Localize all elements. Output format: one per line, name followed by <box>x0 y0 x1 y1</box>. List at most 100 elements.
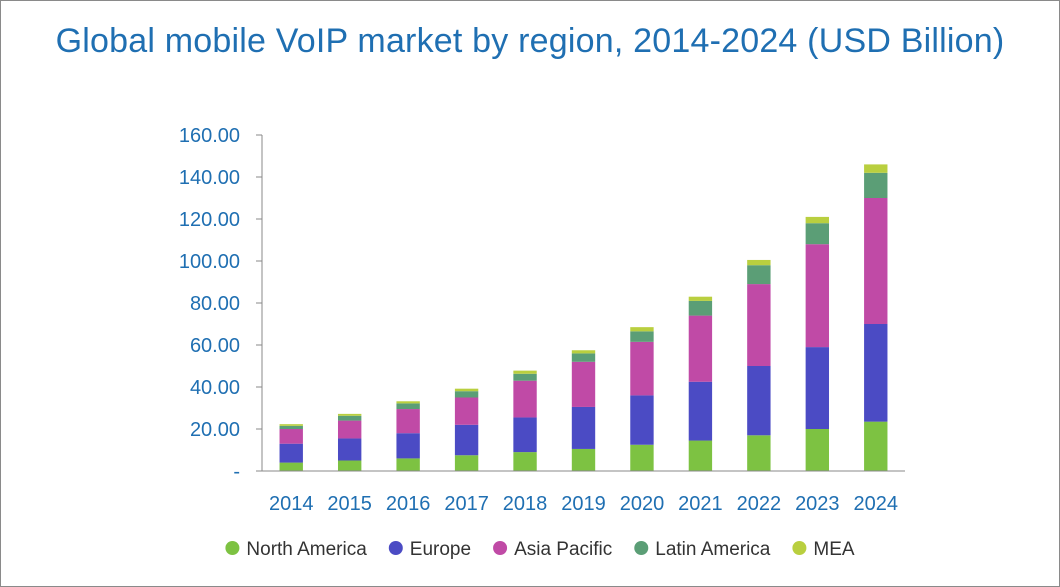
bar-segment-north-america <box>805 429 830 471</box>
bar-segment-europe <box>454 424 479 456</box>
legend-marker-latin-america <box>634 541 649 555</box>
bar-segment-north-america <box>279 462 303 471</box>
bar-segment-asia-pacific <box>630 341 654 396</box>
x-tick-label: 2021 <box>678 493 723 515</box>
x-tick-label: 2022 <box>737 493 782 515</box>
bar-segment-mea <box>513 370 537 374</box>
bar-segment-mea <box>571 350 596 354</box>
bar-segment-europe <box>688 381 713 441</box>
bar-segment-mea <box>279 424 303 426</box>
chart-title: Global mobile VoIP market by region, 201… <box>55 22 1005 60</box>
bar-segment-mea <box>747 259 771 266</box>
bar-stack-2015 <box>337 413 362 471</box>
legend-marker-north-america <box>225 541 240 555</box>
bar-segment-latin-america <box>688 300 713 316</box>
bar-stack-2018 <box>513 370 537 471</box>
bar-segment-asia-pacific <box>688 315 713 382</box>
legend-marker-mea <box>792 541 807 555</box>
bar-stack-2016 <box>396 401 420 471</box>
bar-stack-2017 <box>454 388 479 471</box>
legend-label-north-america: North America <box>246 539 367 560</box>
y-tick-label: 160.00 <box>179 125 240 147</box>
bar-segment-north-america <box>513 452 537 471</box>
bar-segment-europe <box>864 324 888 422</box>
x-tick-label: 2016 <box>386 493 431 515</box>
y-tick-label: 20.00 <box>190 419 240 441</box>
x-tick-label: 2014 <box>269 493 314 515</box>
bar-segment-europe <box>630 395 654 445</box>
legend-label-latin-america: Latin America <box>655 539 771 560</box>
bars <box>279 164 888 471</box>
bar-segment-north-america <box>630 444 654 471</box>
bar-segment-mea <box>454 388 479 392</box>
bar-segment-latin-america <box>864 172 888 198</box>
bar-segment-asia-pacific <box>805 244 830 348</box>
bar-stack-2022 <box>747 259 771 471</box>
bar-segment-latin-america <box>513 373 537 381</box>
x-tick-label: 2024 <box>854 493 899 515</box>
legend-marker-asia-pacific <box>493 541 508 555</box>
bar-segment-latin-america <box>571 353 596 362</box>
y-tick-label: 120.00 <box>179 209 240 231</box>
x-tick-label: 2019 <box>561 493 606 515</box>
bar-segment-latin-america <box>337 415 362 421</box>
y-tick-label: 100.00 <box>179 251 240 273</box>
bar-segment-asia-pacific <box>337 420 362 439</box>
legend-label-europe: Europe <box>410 539 471 560</box>
bar-segment-mea <box>864 164 888 173</box>
bar-segment-mea <box>396 401 420 404</box>
x-tick-label: 2020 <box>620 493 665 515</box>
bar-segment-north-america <box>454 455 479 471</box>
bar-segment-latin-america <box>396 403 420 410</box>
y-tick-label: 80.00 <box>190 293 240 315</box>
bar-segment-asia-pacific <box>513 380 537 418</box>
bar-segment-europe <box>571 406 596 449</box>
bar-segment-mea <box>805 216 830 224</box>
bar-segment-europe <box>513 417 537 453</box>
bar-segment-europe <box>396 433 420 459</box>
x-tick-label: 2023 <box>795 493 840 515</box>
bar-segment-asia-pacific <box>279 429 303 444</box>
x-tick-label: 2017 <box>444 493 489 515</box>
y-axis: - 20.00 40.00 60.00 80.00 100.00 120.00 140.00 1… <box>179 125 263 483</box>
bar-segment-asia-pacific <box>571 361 596 407</box>
bar-segment-asia-pacific <box>396 409 420 434</box>
bar-segment-asia-pacific <box>864 198 888 324</box>
bar-stack-2019 <box>571 350 596 471</box>
bar-segment-latin-america <box>630 331 654 342</box>
y-tick-label: - <box>233 461 240 483</box>
legend-label-mea: MEA <box>813 539 855 560</box>
bar-segment-latin-america <box>454 391 479 398</box>
bar-stack-2023 <box>805 216 830 471</box>
bar-segment-mea <box>688 296 713 301</box>
legend: North America Europe Asia Pacific Latin Ame… <box>225 539 855 560</box>
bar-segment-mea <box>337 413 362 416</box>
bar-segment-north-america <box>571 448 596 471</box>
y-tick-label: 40.00 <box>190 377 240 399</box>
x-tick-label: 2015 <box>327 493 372 515</box>
bar-stack-2014 <box>279 424 303 471</box>
bar-segment-north-america <box>396 458 420 471</box>
bar-segment-north-america <box>337 460 362 471</box>
bar-segment-north-america <box>864 421 888 471</box>
bar-stack-2021 <box>688 296 713 471</box>
bar-segment-europe <box>279 443 303 463</box>
y-tick-label: 60.00 <box>190 335 240 357</box>
bar-segment-latin-america <box>279 425 303 429</box>
legend-label-asia-pacific: Asia Pacific <box>514 539 612 560</box>
bar-segment-north-america <box>747 435 771 471</box>
x-axis: 2014 2015 2016 2017 2018 2019 2020 2021 2022 2023… <box>262 470 905 515</box>
bar-segment-europe <box>747 366 771 436</box>
bar-segment-mea <box>630 327 654 332</box>
bar-stack-2020 <box>630 327 654 471</box>
x-tick-label: 2018 <box>503 493 548 515</box>
bar-segment-north-america <box>688 440 713 471</box>
bar-segment-europe <box>805 347 830 429</box>
bar-segment-latin-america <box>747 265 771 285</box>
bar-segment-europe <box>337 438 362 461</box>
bar-stack-2024 <box>864 164 888 471</box>
y-tick-label: 140.00 <box>179 167 240 189</box>
bar-segment-asia-pacific <box>747 284 771 366</box>
bar-segment-asia-pacific <box>454 397 479 425</box>
